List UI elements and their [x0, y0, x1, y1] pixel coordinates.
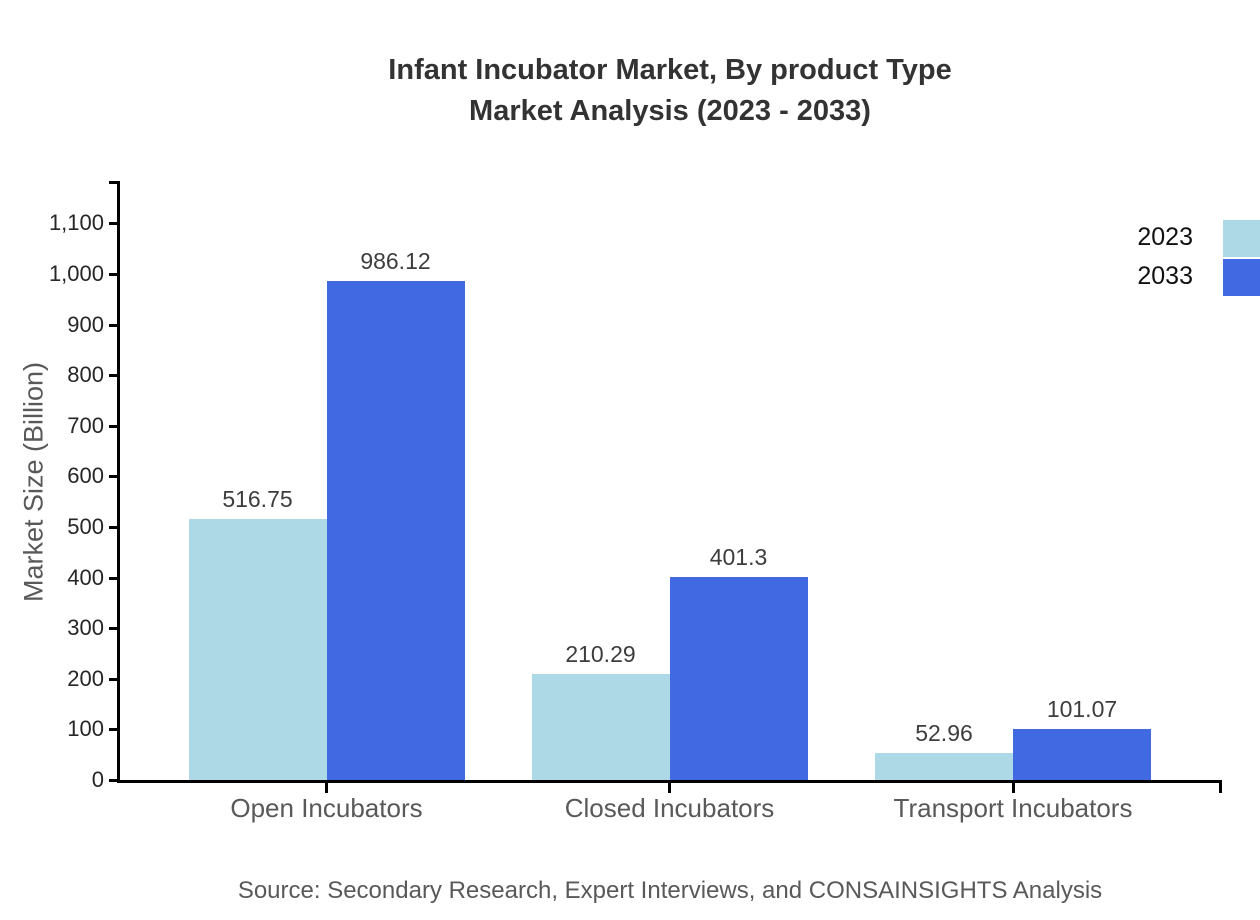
- bar-value-label: 516.75: [222, 485, 293, 512]
- bar-2033-transport-incubators: [1013, 728, 1151, 780]
- bar-value-label: 401.3: [709, 543, 768, 570]
- bar-2023-closed-incubators: [531, 673, 670, 780]
- legend-label-2023: 2023: [1137, 223, 1193, 251]
- legend-swatch-2033: [1223, 259, 1260, 296]
- x-category-label: Open Incubators: [230, 793, 423, 823]
- chart-title: Infant Incubator Market, By product Type…: [120, 50, 1220, 132]
- y-axis-line: [117, 181, 120, 783]
- y-tick-mark: [109, 627, 118, 631]
- y-tick-label: 700: [67, 412, 104, 438]
- chart-title-line2: Market Analysis (2023 - 2033): [469, 95, 871, 127]
- y-tick-label: 0: [91, 767, 104, 792]
- y-tick-mark: [109, 323, 118, 327]
- y-tick-label: 1,000: [48, 261, 104, 287]
- bar-value-label: 210.29: [565, 640, 636, 667]
- bar-value-label: 52.96: [915, 720, 973, 747]
- y-tick-label: 400: [67, 564, 104, 590]
- legend-label-2033: 2033: [1137, 262, 1193, 290]
- bar-2033-open-incubators: [326, 281, 465, 780]
- bar-value-label: 986.12: [360, 248, 431, 275]
- y-tick-label: 100: [67, 716, 104, 742]
- chart-title-line1: Infant Incubator Market, By product Type: [388, 54, 952, 86]
- y-tick-mark: [109, 424, 118, 428]
- y-axis-top-cap: [109, 181, 118, 184]
- y-tick-label: 800: [67, 362, 104, 388]
- y-tick-mark: [109, 677, 118, 681]
- legend-swatch-2023: [1223, 220, 1260, 257]
- y-tick-mark: [109, 475, 118, 479]
- y-tick-label: 1,100: [48, 210, 104, 236]
- y-tick-label: 200: [67, 665, 104, 691]
- y-tick-mark: [109, 374, 118, 378]
- x-category-label: Transport Incubators: [893, 793, 1133, 823]
- x-tick-mark: [1011, 781, 1015, 793]
- y-tick-mark: [109, 273, 118, 277]
- bar-2023-transport-incubators: [875, 753, 1013, 780]
- y-tick-label: 500: [67, 514, 104, 540]
- source-note: Source: Secondary Research, Expert Inter…: [237, 877, 1103, 904]
- y-tick-label: 600: [67, 463, 104, 489]
- y-tick-label: 900: [67, 311, 104, 337]
- bar-2023-open-incubators: [188, 518, 327, 780]
- x-tick-mark: [668, 781, 671, 793]
- y-tick-label: 300: [67, 615, 104, 641]
- x-category-label: Closed Incubators: [564, 793, 775, 823]
- y-tick-mark: [109, 576, 118, 580]
- bar-2033-closed-incubators: [669, 576, 808, 780]
- x-axis-right-cap: [1219, 780, 1222, 793]
- y-tick-mark: [109, 728, 118, 732]
- x-tick-mark: [325, 781, 328, 793]
- bar-value-label: 101.07: [1046, 695, 1118, 722]
- y-tick-mark: [109, 526, 118, 530]
- y-tick-mark: [109, 779, 118, 782]
- y-tick-mark: [109, 222, 118, 226]
